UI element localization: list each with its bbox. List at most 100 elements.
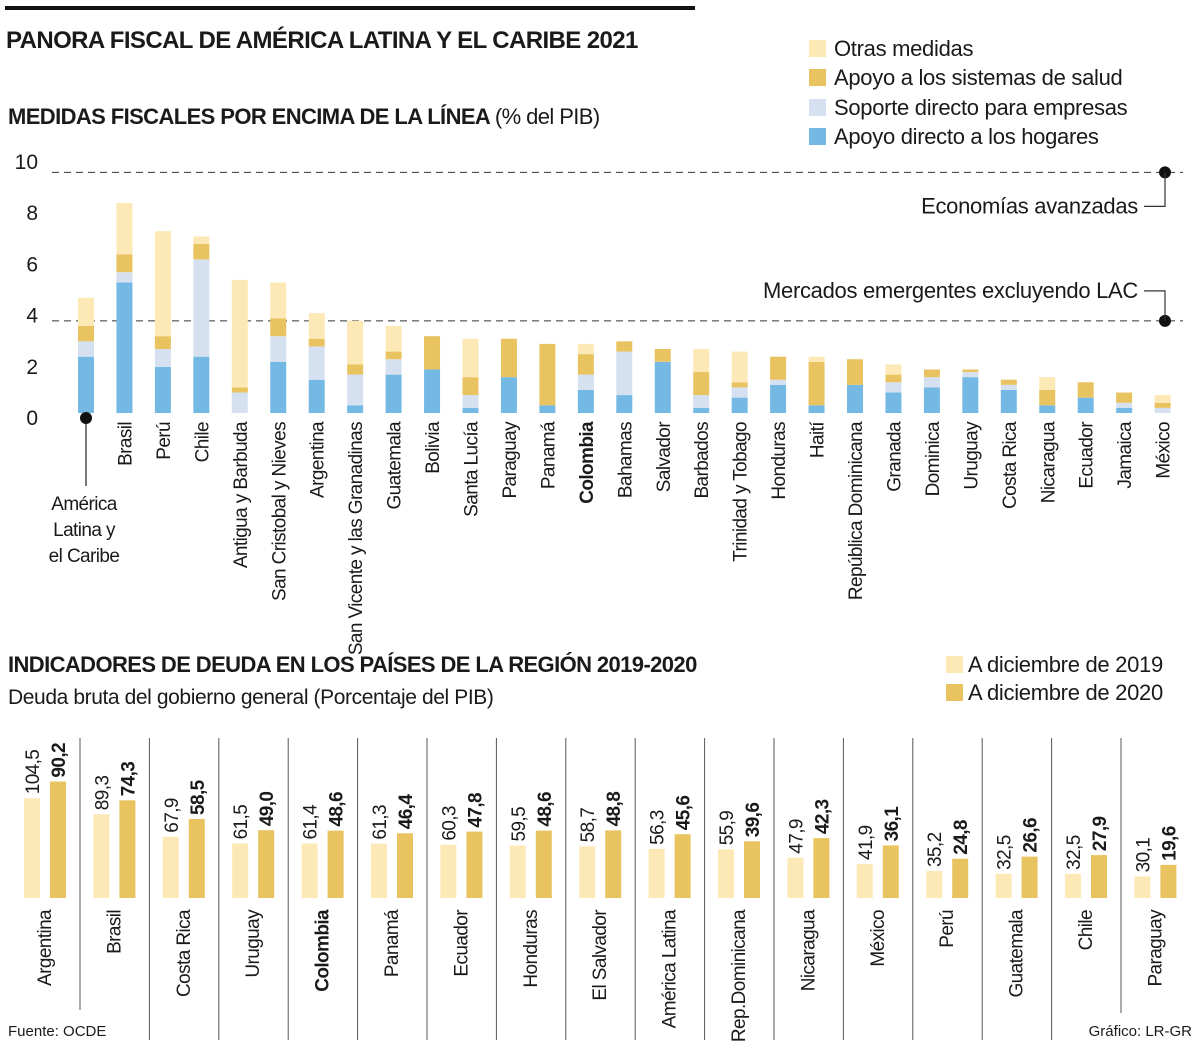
bar-empresas <box>116 272 133 283</box>
bar-salud <box>770 356 787 380</box>
category-label: Uruguay <box>961 421 982 490</box>
category-label: Granada <box>884 421 905 492</box>
value-label-2020: 19,6 <box>1159 826 1180 861</box>
bar-salud <box>308 338 325 347</box>
category-label: Honduras <box>769 422 790 500</box>
bar-empresas <box>962 372 979 378</box>
bar-salud <box>962 369 979 373</box>
category-label: San Cristobal y Nieves <box>269 422 290 601</box>
bar-salud <box>847 359 863 385</box>
reference-lines: Economías avanzadas Mercados emergentes … <box>52 166 1183 327</box>
bar-empresas <box>731 387 748 398</box>
bar-empresas <box>308 346 325 380</box>
category-label: Santa Lucía <box>462 421 483 517</box>
bar-empresas <box>577 374 594 390</box>
bar-2019 <box>787 857 804 898</box>
legend-empresas: Soporte directo para empresas <box>834 95 1128 120</box>
legend-swatch-2019 <box>946 656 963 673</box>
bar-2019 <box>856 864 873 898</box>
debt-legend: A diciembre de 2019 A diciembre de 2020 <box>946 652 1163 705</box>
bar-hogares <box>616 395 633 413</box>
bar-otras <box>116 203 133 255</box>
country-label: Costa Rica <box>174 909 195 997</box>
page-title: PANORA FISCAL DE AMÉRICA LATINA Y EL CAR… <box>6 26 638 54</box>
bar-2020 <box>188 818 205 898</box>
bar-empresas <box>923 377 940 388</box>
y-axis-ticks: 0 2 4 6 8 10 <box>15 151 39 430</box>
country-label: Brasil <box>104 910 125 954</box>
bar-hogares <box>962 377 979 413</box>
bar-salud <box>385 351 402 360</box>
bar-salud <box>193 244 210 260</box>
bar-hogares <box>770 384 787 413</box>
bar-2020 <box>119 800 136 898</box>
category-label: Barbados <box>692 422 713 499</box>
fiscal-bars <box>78 203 1171 413</box>
bar-empresas <box>693 395 710 408</box>
reference-leader <box>1144 290 1166 321</box>
bar-2020 <box>466 831 483 898</box>
country-label: Colombia <box>313 909 334 992</box>
category-label: San Vicente y las Granadinas <box>346 422 367 655</box>
value-label-2020: 27,9 <box>1090 816 1111 851</box>
source-note: Fuente: OCDE <box>8 1023 106 1040</box>
debt-chart-subtitle: Deuda bruta del gobierno general (Porcen… <box>8 686 493 709</box>
bar-2020 <box>674 834 691 898</box>
value-label-2019: 89,3 <box>92 776 113 811</box>
value-label-2020: 46,4 <box>396 794 417 830</box>
bar-salud <box>116 254 133 273</box>
bar-2019 <box>440 844 457 898</box>
bar-2020 <box>952 858 969 898</box>
value-label-2019: 61,3 <box>370 805 391 840</box>
value-label-2020: 47,8 <box>465 793 486 828</box>
category-label: México <box>1154 422 1175 479</box>
bar-2019 <box>926 871 943 898</box>
category-label: Jamaica <box>1115 421 1136 489</box>
bar-2019 <box>232 843 249 898</box>
bar-hogares <box>308 379 325 413</box>
category-label: Perú <box>154 422 175 460</box>
bar-salud <box>1154 402 1171 408</box>
bar-salud <box>885 374 902 383</box>
bar-empresas <box>462 395 479 408</box>
debt-chart-title: INDICADORES DE DEUDA EN LOS PAÍSES DE LA… <box>8 652 697 677</box>
country-label: Rep.Dominicana <box>729 909 750 1042</box>
bar-2019 <box>93 814 110 898</box>
bar-empresas <box>770 379 787 385</box>
bar-hogares <box>385 374 402 413</box>
bar-2019 <box>509 845 526 898</box>
bar-otras <box>577 343 594 355</box>
bar-2019 <box>24 798 40 898</box>
category-label: Trinidad y Tobago <box>731 422 752 562</box>
bar-hogares <box>885 392 902 413</box>
bar-hogares <box>116 282 133 413</box>
category-label: República Dominicana <box>846 421 867 600</box>
bar-hogares <box>731 397 748 413</box>
category-label: Panamá <box>538 421 559 489</box>
bar-hogares <box>1077 397 1094 413</box>
category-label: Argentina <box>308 421 329 498</box>
bar-otras <box>385 325 402 352</box>
value-label-2020: 36,1 <box>882 806 903 842</box>
bar-empresas <box>270 336 287 362</box>
y-tick-label: 10 <box>15 151 38 174</box>
value-label-2020: 48,6 <box>535 792 556 827</box>
value-label-2019: 104,5 <box>23 750 44 795</box>
bar-hogares <box>1116 407 1133 413</box>
bar-otras <box>231 279 248 388</box>
country-label: Perú <box>937 910 958 948</box>
value-label-2020: 48,8 <box>604 792 625 827</box>
bar-2020 <box>1091 855 1107 898</box>
bar-otras <box>308 313 325 339</box>
bar-empresas <box>154 349 171 367</box>
fiscal-legend: Otras medidas Apoyo a los sistemas de sa… <box>809 36 1128 149</box>
value-label-2020: 42,3 <box>812 799 833 834</box>
category-label: Paraguay <box>500 421 521 499</box>
value-label-2019: 61,5 <box>231 805 252 840</box>
country-label: Panamá <box>382 909 403 977</box>
bar-salud <box>231 387 248 393</box>
country-label: Ecuador <box>451 909 472 977</box>
reference-leader <box>1144 172 1166 207</box>
legend-2020: A diciembre de 2020 <box>968 680 1163 705</box>
